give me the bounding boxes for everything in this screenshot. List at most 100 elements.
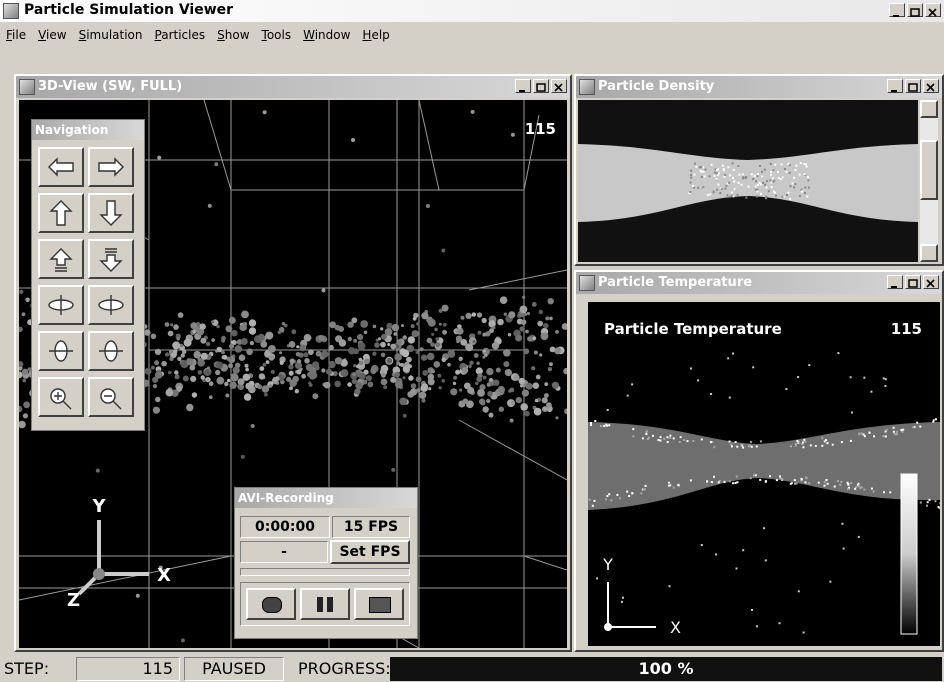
navigation-button[interactable]	[88, 193, 134, 233]
particle	[543, 323, 549, 329]
temperature-speck	[751, 609, 753, 611]
pause-button[interactable]	[300, 588, 350, 620]
particle	[461, 316, 465, 320]
maximize-button[interactable]	[905, 79, 921, 93]
density-speck	[737, 165, 739, 167]
menu-item[interactable]: Show	[217, 28, 249, 42]
temperature-speck	[608, 424, 610, 426]
close-button[interactable]	[551, 79, 567, 93]
density-speck	[716, 169, 718, 171]
stop-button[interactable]	[354, 588, 404, 620]
particle	[455, 370, 460, 375]
particle	[227, 379, 230, 382]
particle	[436, 337, 440, 341]
menu-item[interactable]: Particles	[155, 28, 206, 42]
density-speck	[742, 174, 744, 176]
particle	[402, 350, 410, 358]
temperature-speck	[808, 364, 810, 366]
particle	[483, 406, 489, 412]
density-speck	[772, 177, 774, 179]
maximize-button[interactable]	[905, 275, 921, 289]
density-speck	[800, 162, 802, 164]
view3d-title: 3D-View (SW, FULL)	[38, 79, 182, 94]
minimize-button[interactable]	[887, 79, 903, 93]
particle	[245, 383, 252, 390]
temperature-speck	[736, 446, 738, 448]
navigation-glyph	[51, 249, 71, 271]
record-button[interactable]	[246, 588, 296, 620]
density-speck	[690, 182, 692, 184]
maximize-button[interactable]	[533, 79, 549, 93]
navigation-button[interactable]	[38, 377, 84, 417]
temperature-speck	[810, 444, 812, 446]
density-speck	[759, 182, 761, 184]
particle	[243, 374, 250, 381]
particle	[23, 413, 28, 418]
menu-item[interactable]: Tools	[262, 28, 292, 42]
particle	[178, 312, 184, 318]
navigation-button[interactable]	[88, 377, 134, 417]
particle	[554, 347, 561, 354]
particle	[231, 341, 234, 344]
close-button[interactable]	[923, 79, 939, 93]
menu-item[interactable]: Help	[362, 28, 389, 42]
temperature-speck	[868, 432, 870, 434]
close-button[interactable]	[925, 3, 941, 17]
temperature-speck	[797, 376, 799, 378]
density-speck	[766, 186, 768, 188]
state-value: PAUSED	[184, 657, 284, 681]
particle	[201, 375, 205, 379]
particle	[359, 361, 364, 366]
menu-item[interactable]: Simulation	[79, 28, 143, 42]
navigation-button[interactable]	[88, 239, 134, 279]
navigation-button[interactable]	[38, 193, 84, 233]
density-icon	[579, 79, 595, 95]
particle	[421, 312, 428, 319]
minimize-button[interactable]	[889, 3, 905, 17]
temperature-speck	[935, 500, 937, 502]
close-button[interactable]	[923, 275, 939, 289]
navigation-button[interactable]	[38, 239, 84, 279]
particle	[386, 323, 392, 329]
menu-item[interactable]: Window	[303, 28, 350, 42]
minimize-button[interactable]	[515, 79, 531, 93]
particle	[19, 290, 23, 294]
maximize-button[interactable]	[907, 3, 923, 17]
temperature-speck	[805, 481, 807, 483]
navigation-button[interactable]	[88, 285, 134, 325]
temperature-speck	[798, 590, 800, 592]
particle	[482, 318, 487, 323]
set-fps-button[interactable]: Set FPS	[330, 540, 410, 564]
temperature-speck	[756, 446, 758, 448]
minimize-button[interactable]	[887, 275, 903, 289]
density-speck	[770, 174, 772, 176]
particle	[476, 376, 482, 382]
menu-item[interactable]: File	[6, 28, 26, 42]
particle	[304, 334, 312, 342]
particle	[393, 332, 397, 336]
particle	[435, 342, 440, 347]
particle	[200, 338, 206, 344]
navigation-button[interactable]	[88, 147, 134, 187]
temperature-speck	[730, 444, 732, 446]
density-scrollbar[interactable]	[920, 100, 938, 262]
particle	[177, 357, 181, 361]
particle	[450, 388, 457, 395]
menu-item[interactable]: View	[38, 28, 66, 42]
temperature-speck	[619, 497, 621, 499]
temperature-speck	[885, 436, 887, 438]
temperature-speck	[808, 482, 810, 484]
particle	[548, 298, 554, 304]
density-speck	[774, 164, 776, 166]
particle	[395, 381, 403, 389]
scroll-thumb[interactable]	[920, 140, 938, 200]
temperature-speck	[863, 377, 865, 379]
navigation-button[interactable]	[38, 147, 84, 187]
navigation-button[interactable]	[38, 285, 84, 325]
navigation-button[interactable]	[88, 331, 134, 371]
scroll-up[interactable]	[920, 100, 938, 118]
scroll-down[interactable]	[920, 244, 938, 262]
temperature-speck	[765, 480, 767, 482]
stray-particle	[441, 249, 445, 253]
navigation-button[interactable]	[38, 331, 84, 371]
